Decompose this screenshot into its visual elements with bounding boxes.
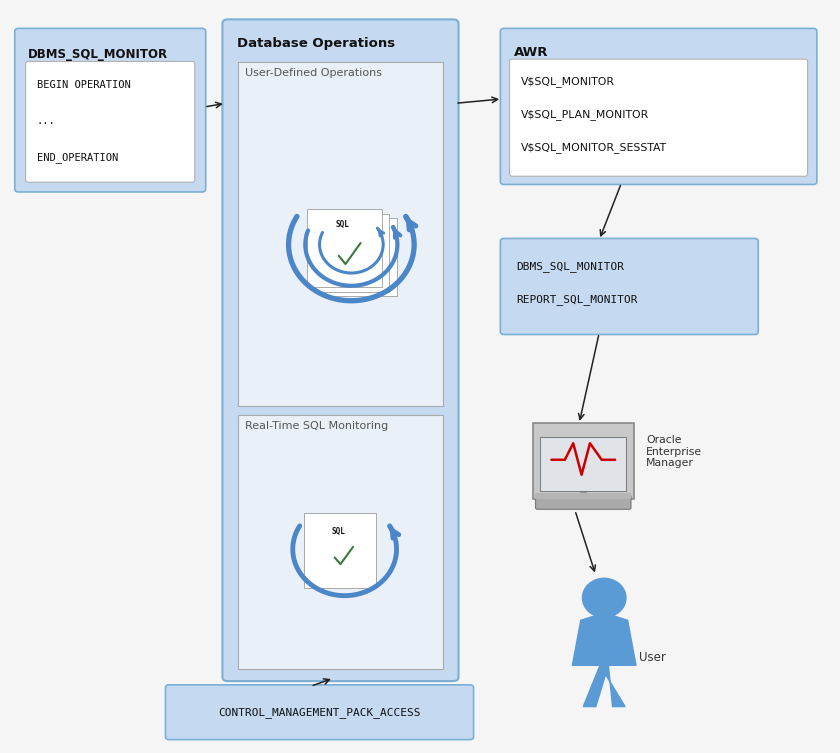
Text: ...: ... — [37, 116, 55, 127]
FancyBboxPatch shape — [315, 214, 390, 291]
Text: User: User — [639, 651, 666, 664]
FancyBboxPatch shape — [223, 20, 459, 681]
Text: DBMS_SQL_MONITOR: DBMS_SQL_MONITOR — [29, 48, 168, 61]
Text: SQL: SQL — [332, 527, 346, 536]
Text: REPORT_SQL_MONITOR: REPORT_SQL_MONITOR — [517, 294, 638, 304]
Text: Oracle
Enterprise
Manager: Oracle Enterprise Manager — [646, 435, 702, 468]
Text: Real-Time SQL Monitoring: Real-Time SQL Monitoring — [245, 420, 388, 431]
Polygon shape — [572, 613, 636, 666]
Circle shape — [582, 578, 626, 617]
Text: Database Operations: Database Operations — [238, 38, 396, 50]
FancyBboxPatch shape — [533, 423, 634, 498]
Text: AWR: AWR — [514, 47, 549, 59]
FancyBboxPatch shape — [536, 495, 631, 509]
FancyBboxPatch shape — [535, 492, 632, 498]
Text: V$SQL_PLAN_MONITOR: V$SQL_PLAN_MONITOR — [521, 109, 648, 120]
Text: BEGIN OPERATION: BEGIN OPERATION — [37, 80, 130, 90]
FancyBboxPatch shape — [304, 514, 376, 587]
FancyBboxPatch shape — [15, 29, 206, 192]
Text: CONTROL_MANAGEMENT_PACK_ACCESS: CONTROL_MANAGEMENT_PACK_ACCESS — [218, 707, 421, 718]
FancyBboxPatch shape — [165, 684, 474, 739]
Polygon shape — [600, 666, 625, 706]
FancyBboxPatch shape — [510, 59, 807, 176]
FancyBboxPatch shape — [540, 437, 627, 491]
Polygon shape — [583, 666, 608, 706]
Text: User-Defined Operations: User-Defined Operations — [245, 68, 382, 78]
FancyBboxPatch shape — [239, 62, 443, 406]
FancyBboxPatch shape — [307, 209, 382, 288]
FancyBboxPatch shape — [239, 415, 443, 669]
FancyBboxPatch shape — [26, 62, 195, 182]
FancyBboxPatch shape — [323, 218, 397, 296]
FancyBboxPatch shape — [501, 239, 759, 334]
Text: V$SQL_MONITOR: V$SQL_MONITOR — [521, 76, 615, 87]
Text: DBMS_SQL_MONITOR: DBMS_SQL_MONITOR — [517, 261, 624, 272]
FancyBboxPatch shape — [501, 29, 816, 184]
Text: V$SQL_MONITOR_SESSTAT: V$SQL_MONITOR_SESSTAT — [521, 142, 667, 154]
Text: END_OPERATION: END_OPERATION — [37, 152, 118, 163]
Text: SQL: SQL — [335, 220, 349, 229]
